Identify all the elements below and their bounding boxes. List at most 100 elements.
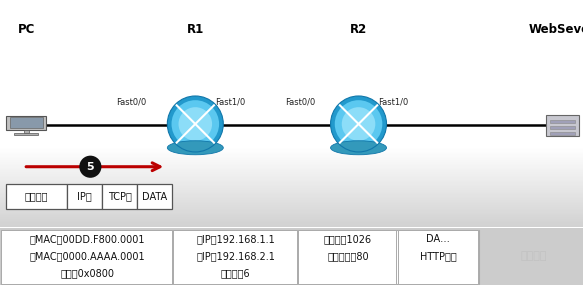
Bar — [0, 201, 583, 203]
Bar — [0, 203, 583, 205]
Bar — [0, 198, 583, 200]
Ellipse shape — [171, 100, 219, 148]
Text: DATA: DATA — [142, 192, 167, 202]
Text: 类型：0x0800: 类型：0x0800 — [60, 268, 114, 278]
Bar — [1, 230, 479, 284]
Text: 源端口号1026: 源端口号1026 — [324, 235, 372, 245]
Bar — [0, 150, 583, 152]
Ellipse shape — [178, 107, 212, 141]
Bar — [67, 184, 102, 209]
Text: PC: PC — [17, 23, 35, 36]
Bar — [6, 184, 67, 209]
Bar — [1, 230, 172, 284]
Bar — [0, 156, 583, 158]
Bar — [173, 230, 297, 284]
Text: 协议号：6: 协议号：6 — [221, 268, 251, 278]
Text: Fast0/0: Fast0/0 — [285, 98, 315, 107]
Bar — [0, 170, 583, 172]
Bar — [0, 177, 583, 179]
Bar — [0, 148, 583, 150]
Bar — [0, 189, 583, 191]
Text: Fast0/0: Fast0/0 — [116, 98, 146, 107]
Bar — [102, 184, 137, 209]
Bar — [0, 228, 583, 285]
Bar — [0, 180, 583, 182]
Text: Fast1/0: Fast1/0 — [215, 98, 245, 107]
Bar — [0, 190, 583, 192]
Bar — [0, 193, 583, 195]
Bar — [0, 194, 583, 196]
Text: Fast1/0: Fast1/0 — [378, 98, 409, 107]
Bar — [0, 207, 583, 209]
Ellipse shape — [167, 141, 223, 155]
Bar — [0, 181, 583, 183]
Text: 目的端口号80: 目的端口号80 — [327, 251, 369, 261]
Bar — [6, 116, 46, 130]
Bar — [0, 152, 583, 154]
Bar — [9, 117, 43, 128]
Bar — [0, 205, 583, 207]
Bar — [0, 161, 583, 163]
Bar — [0, 218, 583, 220]
Text: 创新互联: 创新互联 — [520, 251, 547, 262]
Bar — [0, 146, 583, 148]
Bar — [0, 176, 583, 178]
Bar — [298, 230, 396, 284]
Bar — [0, 210, 583, 212]
Ellipse shape — [335, 100, 382, 148]
Bar — [0, 217, 583, 219]
Bar — [0, 153, 583, 155]
Text: 以太网头: 以太网头 — [24, 192, 48, 202]
Bar — [0, 211, 583, 213]
Text: IP头: IP头 — [77, 192, 92, 202]
Bar — [0, 197, 583, 199]
Text: 源IP：192.168.1.1: 源IP：192.168.1.1 — [196, 235, 275, 245]
Bar — [0, 188, 583, 190]
Ellipse shape — [342, 107, 375, 141]
Bar — [0, 219, 583, 221]
Bar — [0, 192, 583, 194]
Text: 目MAC：0000.AAAA.0001: 目MAC：0000.AAAA.0001 — [29, 251, 145, 261]
Bar — [0, 165, 583, 167]
Text: WebSever: WebSever — [529, 23, 583, 36]
Bar — [0, 154, 583, 156]
Bar — [0, 202, 583, 204]
Bar — [0, 149, 583, 151]
Bar — [0, 222, 583, 224]
Bar — [0, 213, 583, 215]
Bar — [0, 221, 583, 223]
Bar — [0, 166, 583, 168]
Text: HTTP请求: HTTP请求 — [420, 251, 457, 261]
Bar — [546, 115, 580, 136]
Bar — [0, 182, 583, 184]
Bar — [0, 209, 583, 211]
Bar — [137, 184, 172, 209]
Bar — [0, 158, 583, 160]
Bar — [0, 185, 583, 187]
Bar — [398, 230, 478, 284]
Bar — [0, 0, 583, 148]
Bar — [0, 168, 583, 170]
Bar — [0, 174, 583, 176]
Bar — [0, 200, 583, 201]
Bar — [23, 129, 29, 133]
Bar — [550, 120, 575, 123]
Bar — [0, 184, 583, 186]
Bar — [0, 160, 583, 162]
Bar — [0, 223, 583, 225]
Ellipse shape — [331, 141, 387, 155]
Bar — [0, 206, 583, 208]
Bar — [550, 132, 575, 135]
Bar — [0, 162, 583, 164]
Bar — [0, 157, 583, 159]
Bar — [0, 172, 583, 174]
Bar — [0, 178, 583, 180]
Ellipse shape — [167, 96, 223, 152]
Text: 目IP：192.168.2.1: 目IP：192.168.2.1 — [196, 251, 275, 261]
Bar — [550, 126, 575, 129]
Bar — [0, 214, 583, 216]
Bar — [0, 164, 583, 166]
Bar — [0, 225, 583, 227]
Bar — [0, 169, 583, 171]
Bar — [0, 215, 583, 217]
